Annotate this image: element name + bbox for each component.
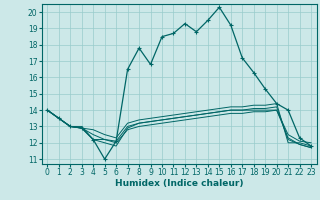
X-axis label: Humidex (Indice chaleur): Humidex (Indice chaleur)	[115, 179, 244, 188]
